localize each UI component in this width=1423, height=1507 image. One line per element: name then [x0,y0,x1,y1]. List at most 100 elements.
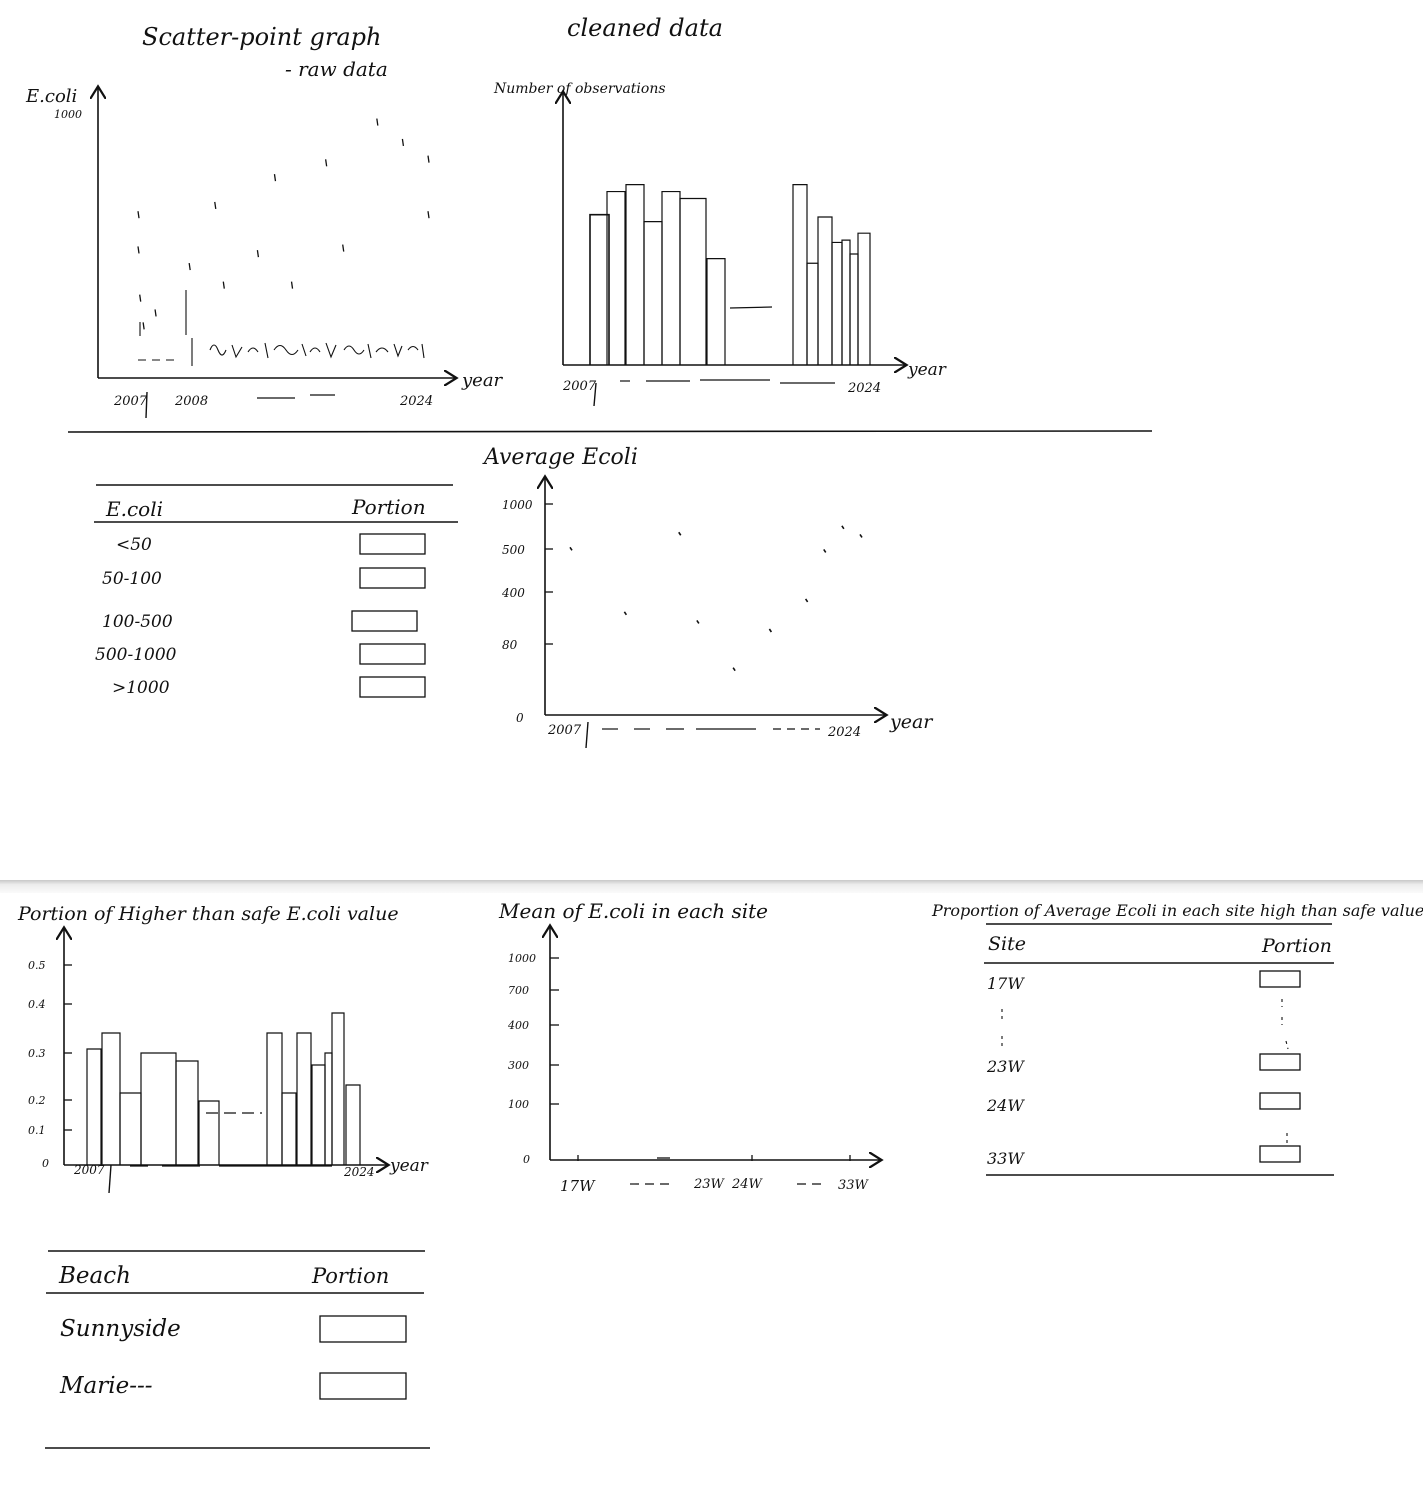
avg-data-point [823,549,827,553]
portion-bar [281,1092,297,1165]
avg-xtick-mark [585,721,589,749]
clean-xtick-mark [593,382,597,407]
site-table-ellipsis [1001,999,1289,1143]
site-table-rows: 17W 23W 24W 33W [986,970,1301,1168]
portion-bar [175,1060,199,1165]
mean-ytick-label: 700 [508,984,529,997]
mean-xtick-label: 24W [731,1177,764,1192]
raw-data-point [256,250,260,258]
mean-xtick-label: 17W [560,1177,596,1195]
ecoli-table-header-ecoli: E.coli [105,497,163,521]
clean-bar [857,232,871,365]
mean-ytick-label: 300 [508,1059,529,1072]
portion-bar [345,1084,361,1165]
portion-xtick-2007: 2007 [73,1163,105,1177]
beach-table-rows: Sunnyside Marie--- [59,1315,407,1400]
mean-chart-title: Mean of E.coli in each site [498,899,768,923]
site-table-title: Proportion of Average Ecoli in each site… [931,901,1423,920]
portion-safe-chart: Portion of Higher than safe E.coli value… [17,903,429,1194]
raw-chart-xlabel: year [461,370,504,391]
clean-bar [841,239,851,365]
raw-dense-cluster [138,290,425,366]
clean-bars [589,184,871,365]
beach-portion-table: Beach Portion Sunnyside Marie--- [45,1250,430,1449]
portion-chart-xlabel: year [389,1156,429,1176]
avg-data-point [841,525,845,530]
avg-chart-title: Average Ecoli [482,445,638,470]
ecoli-table-row-label: <50 [116,535,152,555]
ecoli-portion-cell [359,643,426,665]
avg-ytick-label: 500 [502,543,525,557]
raw-xtick-2024: 2024 [399,394,433,409]
raw-chart-ylabel: E.coli [25,86,77,107]
sheet-1-canvas: Scatter-point graph - raw data E.coli 10… [25,14,1153,749]
avg-ytick-label: 1000 [502,498,533,512]
avg-xtick-2007: 2007 [547,723,582,738]
avg-data-point [768,628,773,633]
raw-data-point [273,174,277,182]
clean-bar [817,216,833,365]
portion-ytick-label: 0.1 [28,1124,46,1137]
portion-bar [101,1032,121,1165]
raw-data-point [222,281,225,289]
raw-data-point [325,159,328,167]
clean-bar [679,197,707,365]
portion-y-ticks: 0.5 0.4 0.3 0.2 0.1 0 [28,959,72,1170]
avg-data-point [732,667,736,672]
ecoli-portion-table: E.coli Portion <50 50-100 100-500 500-1000 >… [94,484,458,698]
page-separator [0,880,1423,893]
raw-data-point [342,244,345,252]
section-divider [67,430,1153,433]
site-portion-cell [1259,970,1301,988]
mean-ytick-label: 400 [507,1019,529,1032]
mean-ytick-label: 1000 [508,952,536,965]
mean-xtick-label: 23W [693,1177,726,1192]
site-portion-cell [1259,1092,1301,1110]
portion-bar [119,1092,142,1165]
site-table-row-label: 33W [987,1149,1025,1168]
raw-chart-ytick: 1000 [54,108,82,121]
site-table-header-portion: Portion [1261,935,1332,957]
avg-chart-xlabel: year [889,711,934,733]
beach-table-header-beach: Beach [58,1263,131,1289]
avg-data-point [859,533,863,538]
site-proportion-table: Proportion of Average Ecoli in each site… [931,901,1423,1176]
ecoli-table-row-label: 50-100 [102,569,162,589]
clean-bar [729,306,773,309]
clean-bar [625,184,645,365]
average-ecoli-chart: Average Ecoli year 1000 500 400 80 0 2007 20… [482,445,934,749]
avg-data-point [569,546,573,551]
ecoli-portion-cell [359,676,426,698]
raw-data-point [376,118,379,126]
clean-chart-title: cleaned data [567,14,723,42]
clean-bar [661,190,681,365]
clean-bar [606,190,626,365]
raw-data-point [290,281,294,289]
ecoli-portion-cell [359,533,426,555]
ecoli-table-row-label: 100-500 [102,612,173,632]
clean-bar [849,253,859,365]
raw-data-point [154,309,157,317]
portion-xtick-2024: 2024 [343,1165,375,1179]
mean-ecoli-site-chart: Mean of E.coli in each site 1000 700 400 30… [498,899,880,1195]
ecoli-table-rows: <50 50-100 100-500 500-1000 >1000 [95,533,426,698]
ecoli-portion-cell [359,567,426,589]
portion-chart-title: Portion of Higher than safe E.coli value [17,903,399,925]
avg-ytick-label: 400 [501,586,525,600]
portion-bar [311,1064,326,1165]
raw-data-point [214,201,217,210]
clean-bar [831,241,843,365]
avg-data-point [696,619,700,624]
avg-data-point [804,598,809,603]
clean-bar [706,258,726,365]
portion-bar [324,1052,333,1165]
site-portion-cell [1259,1053,1301,1071]
beach-portion-cell [319,1372,407,1400]
site-table-row-label: 24W [986,1096,1025,1115]
clean-xtick-2007: 2007 [562,379,597,394]
clean-chart-xlabel: year [907,360,947,380]
clean-data-chart: cleaned data Number of observations year… [493,14,947,407]
clean-xtick-2024: 2024 [847,381,881,396]
sketch-sheet-1: Scatter-point graph - raw data E.coli 10… [10,0,1423,880]
raw-data-point [137,211,140,219]
